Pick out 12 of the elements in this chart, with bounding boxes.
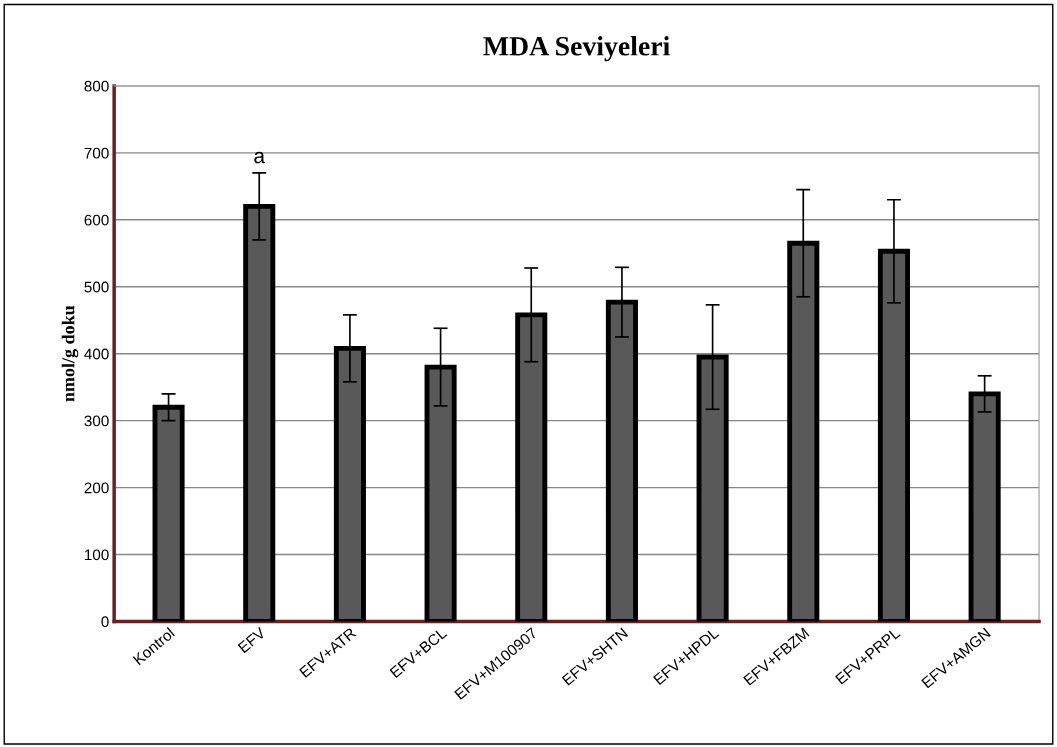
annotation: a [254, 151, 266, 164]
y-tick-label: 800 [84, 80, 109, 92]
y-tick-label: 0 [101, 616, 109, 628]
y-tick-label: 700 [84, 147, 109, 159]
chart-title: MDA Seviyeleri [483, 36, 670, 62]
y-tick-label: 500 [84, 281, 109, 293]
y-tick-label: 300 [84, 415, 109, 427]
y-axis-title: nmol/g doku [61, 305, 79, 402]
y-tick-label: 400 [84, 348, 109, 360]
y-tick-label: 600 [84, 214, 109, 226]
y-tick-label: 200 [84, 482, 109, 494]
y-tick-label: 100 [84, 549, 109, 561]
